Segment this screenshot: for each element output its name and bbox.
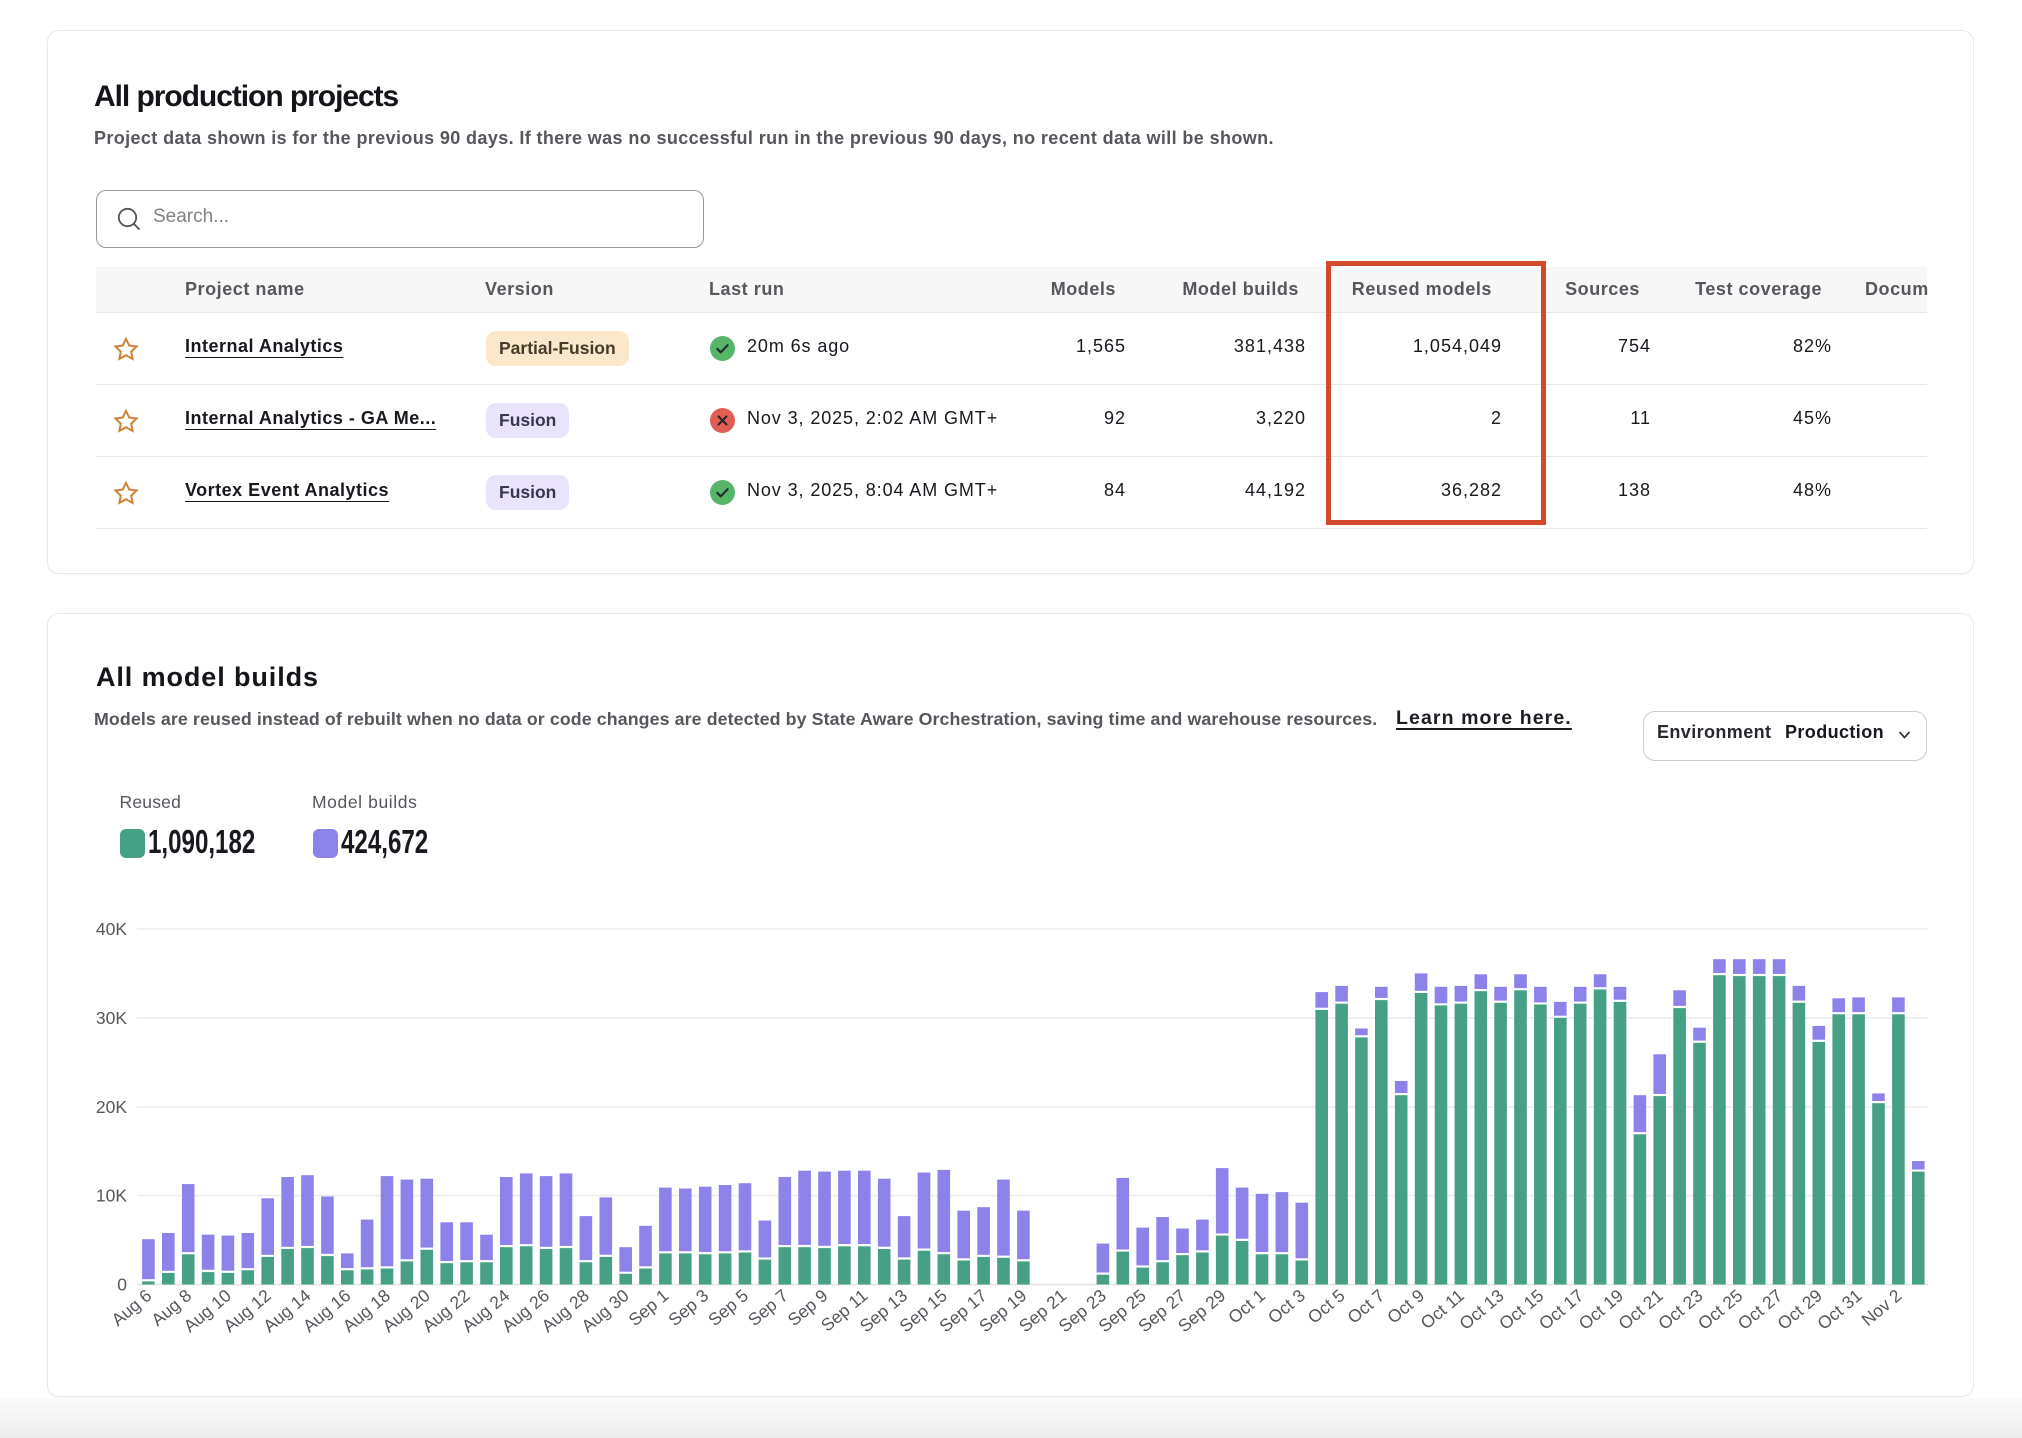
svg-text:Oct 7: Oct 7 bbox=[1343, 1285, 1388, 1327]
svg-text:Oct 19: Oct 19 bbox=[1575, 1285, 1627, 1333]
svg-text:Oct 31: Oct 31 bbox=[1813, 1285, 1865, 1333]
svg-text:Nov 2: Nov 2 bbox=[1858, 1285, 1906, 1330]
svg-text:Aug 6: Aug 6 bbox=[108, 1285, 156, 1330]
svg-text:Oct 17: Oct 17 bbox=[1535, 1285, 1587, 1333]
svg-text:Sep 3: Sep 3 bbox=[664, 1285, 712, 1330]
svg-text:Oct 25: Oct 25 bbox=[1694, 1285, 1746, 1333]
svg-text:Sep 7: Sep 7 bbox=[744, 1285, 792, 1330]
svg-text:10K: 10K bbox=[96, 1186, 127, 1206]
svg-text:20K: 20K bbox=[96, 1097, 127, 1117]
svg-text:Oct 3: Oct 3 bbox=[1264, 1285, 1309, 1327]
svg-text:Oct 13: Oct 13 bbox=[1455, 1285, 1507, 1333]
svg-text:40K: 40K bbox=[96, 919, 127, 939]
svg-text:Oct 1: Oct 1 bbox=[1224, 1285, 1269, 1327]
svg-text:Oct 15: Oct 15 bbox=[1495, 1285, 1547, 1333]
svg-text:Sep 1: Sep 1 bbox=[625, 1285, 673, 1330]
svg-text:Sep 5: Sep 5 bbox=[704, 1285, 752, 1330]
svg-text:Oct 23: Oct 23 bbox=[1654, 1285, 1706, 1333]
svg-text:Oct 29: Oct 29 bbox=[1774, 1285, 1826, 1333]
svg-text:Oct 21: Oct 21 bbox=[1614, 1285, 1666, 1333]
svg-text:30K: 30K bbox=[96, 1008, 127, 1028]
svg-text:Oct 5: Oct 5 bbox=[1304, 1285, 1349, 1327]
svg-text:Oct 27: Oct 27 bbox=[1734, 1285, 1786, 1333]
svg-text:0: 0 bbox=[117, 1275, 127, 1295]
